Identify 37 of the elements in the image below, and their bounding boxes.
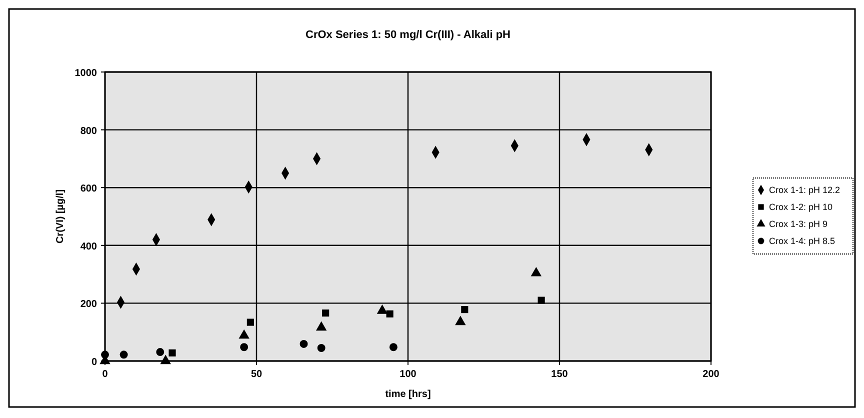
point xyxy=(386,310,394,318)
point xyxy=(246,318,254,326)
legend-label: Crox 1-3: pH 9 xyxy=(769,219,828,229)
x-tick-label: 150 xyxy=(551,369,568,380)
point xyxy=(461,306,468,314)
y-tick-label: 0 xyxy=(91,357,98,368)
point xyxy=(120,350,128,359)
point xyxy=(317,344,326,352)
chart-title: CrOx Series 1: 50 mg/l Cr(III) - Alkali pH xyxy=(306,29,511,41)
point xyxy=(168,349,176,356)
y-tick-label: 400 xyxy=(80,241,98,252)
y-tick-label: 1000 xyxy=(74,68,98,79)
x-tick-label: 200 xyxy=(702,369,720,380)
legend-label: Crox 1-2: pH 10 xyxy=(769,202,833,212)
point xyxy=(240,343,248,352)
y-tick-label: 800 xyxy=(80,126,98,137)
legend-label: Crox 1-4: pH 8.5 xyxy=(769,236,836,246)
point xyxy=(376,304,388,314)
point xyxy=(238,329,250,339)
x-tick-label: 50 xyxy=(250,369,262,380)
point xyxy=(530,266,542,276)
y-tick-label: 200 xyxy=(80,299,98,310)
x-tick-label: 0 xyxy=(102,369,108,380)
point xyxy=(389,343,398,352)
point xyxy=(538,296,545,304)
x-axis-title: time [hrs] xyxy=(385,389,431,400)
point xyxy=(101,350,109,359)
y-axis-title: Cr(VI) [µg/l] xyxy=(55,189,66,244)
point xyxy=(300,340,308,348)
point xyxy=(322,309,330,317)
point xyxy=(156,348,164,356)
legend-label: Crox 1-1: pH 12.2 xyxy=(769,185,840,195)
point xyxy=(316,321,327,331)
point xyxy=(455,316,466,326)
y-tick-label: 600 xyxy=(80,184,98,195)
point xyxy=(160,354,171,364)
x-tick-label: 100 xyxy=(400,369,417,380)
